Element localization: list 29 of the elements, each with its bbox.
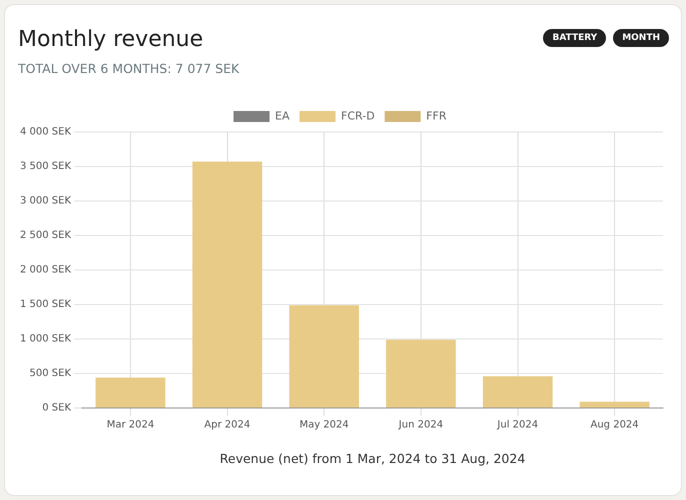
- bar: [580, 402, 650, 408]
- y-tick-label: 1 500 SEK: [20, 299, 72, 310]
- bar: [482, 376, 553, 408]
- legend-label: FCR-D: [341, 109, 375, 122]
- text: MONTH: [613, 29, 669, 47]
- x-tick-label: May 2024: [299, 420, 349, 431]
- legend-label: FFR: [426, 109, 447, 122]
- bar: [386, 340, 456, 408]
- y-tick-label: 1 000 SEK: [20, 334, 72, 345]
- y-tick-label: 3 000 SEK: [20, 196, 72, 207]
- y-tick-label: 500 SEK: [30, 368, 72, 380]
- y-tick-label: 2 000 SEK: [20, 264, 72, 276]
- y-tick-label: 4 000 SEK: [20, 126, 72, 138]
- x-tick-label: Aug 2024: [590, 420, 639, 431]
- bar: [289, 305, 359, 408]
- text: BATTERY: [543, 29, 606, 47]
- x-tick-label: Jun 2024: [398, 420, 444, 431]
- chart-title: Monthly revenue: [18, 27, 204, 52]
- x-tick-label: Apr 2024: [204, 420, 250, 431]
- chart-subtitle: TOTAL OVER 6 MONTHS: 7 077 SEK: [18, 61, 240, 76]
- y-tick-label: 2 500 SEK: [20, 230, 72, 242]
- y-tick-label: 0 SEK: [42, 402, 72, 414]
- x-axis-title: Revenue (net) from 1 Mar, 2024 to 31 Aug, 2024: [220, 450, 526, 466]
- legend-label: EA: [275, 109, 290, 122]
- bar: [192, 162, 262, 408]
- y-tick-label: 3 500 SEK: [20, 161, 72, 172]
- bar: [96, 378, 166, 408]
- x-tick-label: Mar 2024: [106, 420, 154, 431]
- x-tick-label: Jul 2024: [496, 420, 538, 431]
